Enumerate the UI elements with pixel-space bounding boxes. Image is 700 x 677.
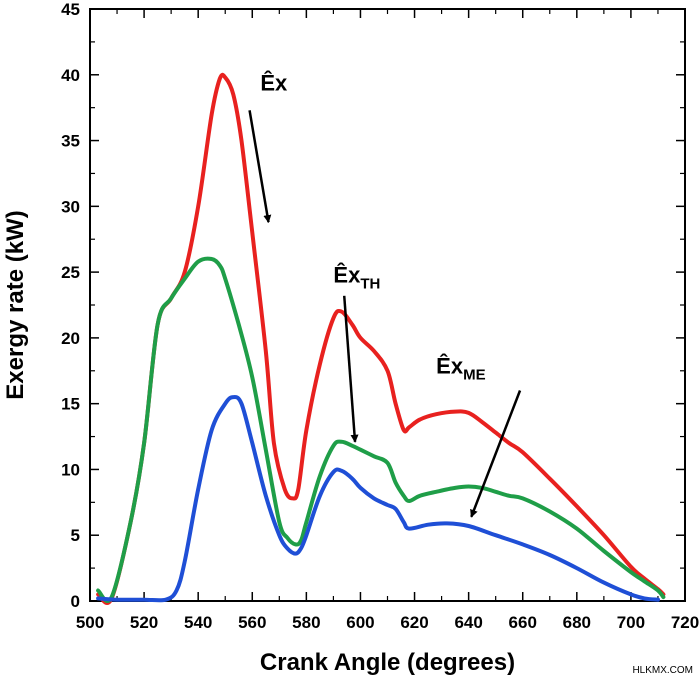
y-tick-label: 0 xyxy=(71,592,80,611)
x-tick-label: 500 xyxy=(76,613,104,632)
annotation-label: ÊxTH xyxy=(333,263,380,293)
plot-frame xyxy=(89,8,686,602)
series-line-ex xyxy=(96,72,666,605)
annotation-label-base: Êx xyxy=(260,71,288,96)
series-line-ex-me xyxy=(96,395,660,603)
x-tick-label: 700 xyxy=(617,613,645,632)
annotation-label-base: Êx xyxy=(436,353,464,378)
annotation-label-subscript: ME xyxy=(463,366,486,383)
x-tick-label: 540 xyxy=(184,613,212,632)
y-tick-label: 10 xyxy=(61,460,80,479)
annotation-arrow xyxy=(342,295,359,443)
x-tick-label: 600 xyxy=(346,613,374,632)
watermark-text: HLKMX.COM xyxy=(632,665,693,676)
y-axis-title: Exergy rate (kW) xyxy=(2,210,29,399)
series-line-ex-th xyxy=(96,256,666,604)
x-tick-label: 680 xyxy=(563,613,591,632)
annotation-arrow xyxy=(248,110,272,224)
x-tick-label: 520 xyxy=(130,613,158,632)
x-tick-label: 560 xyxy=(238,613,266,632)
y-tick-label: 40 xyxy=(61,66,80,85)
series-group xyxy=(96,72,666,605)
y-tick-label: 5 xyxy=(71,526,80,545)
annotation-label-subscript: TH xyxy=(360,276,380,293)
y-tick-label: 20 xyxy=(61,329,80,348)
annotation-label: ÊxME xyxy=(436,353,485,383)
y-tick-label: 25 xyxy=(61,263,80,282)
x-tick-label: 620 xyxy=(400,613,428,632)
x-axis-title: Crank Angle (degrees) xyxy=(260,649,515,676)
annotation-arrow xyxy=(470,390,522,518)
plot-marks: 500 520 540 560 580 600 620 640 660 680 700 720 0 5 10… xyxy=(61,0,699,632)
x-tick-label: 720 xyxy=(671,613,699,632)
y-tick-label: 45 xyxy=(61,0,80,19)
y-tick-label: 35 xyxy=(61,132,80,151)
annotation-label: Êx xyxy=(260,71,288,96)
annotation-label-base: Êx xyxy=(333,263,361,288)
y-tick-label: 30 xyxy=(61,197,80,216)
x-tick-label: 640 xyxy=(454,613,482,632)
x-tick-label: 580 xyxy=(292,613,320,632)
y-tick-label: 15 xyxy=(61,395,80,414)
x-tick-label: 660 xyxy=(509,613,537,632)
